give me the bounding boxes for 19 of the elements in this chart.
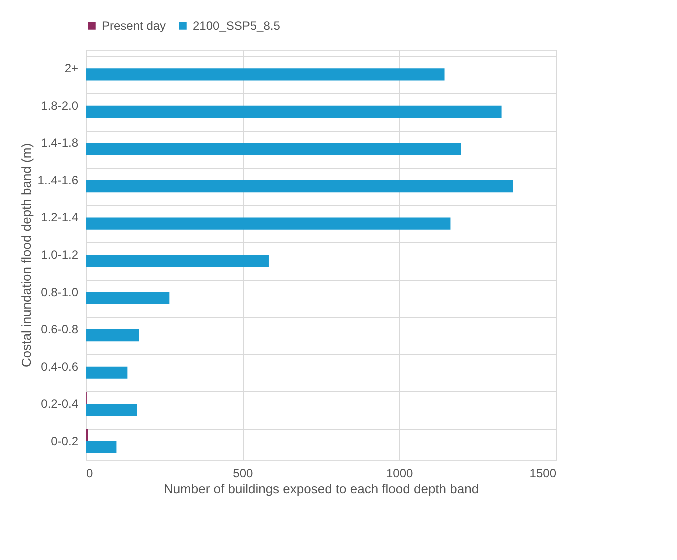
legend-label: 2100_SSP5_8.5 [193, 19, 281, 33]
y-tick-label: 0.6-0.8 [41, 322, 79, 337]
y-tick-label: 0.8-1.0 [41, 285, 79, 300]
y-axis-title: Costal inundation flood depth band (m) [18, 143, 34, 368]
y-tick-label: 0.2-0.4 [41, 397, 79, 412]
legend-label: Present day [102, 19, 166, 33]
x-axis-title: Number of buildings exposed to each flood depth band [164, 482, 480, 496]
x-tick-label: 1000 [386, 466, 414, 480]
y-tick-label: 0.4-0.6 [41, 360, 79, 374]
x-tick-label: 0 [86, 466, 94, 480]
x-tick-label: 500 [233, 466, 254, 480]
y-tick-label: 2+ [64, 62, 78, 76]
x-tick-label: 1500 [530, 466, 557, 480]
y-tick-label: 1.2-1.4 [41, 210, 79, 225]
y-tick-label: 1..4-1.6 [38, 173, 79, 188]
y-tick-label: 1.4-1.8 [41, 136, 79, 150]
y-tick-label: 1.0-1.2 [41, 248, 79, 262]
y-tick-label: 0-0.2 [51, 434, 79, 448]
y-tick-label: 1.8-2.0 [41, 98, 79, 113]
